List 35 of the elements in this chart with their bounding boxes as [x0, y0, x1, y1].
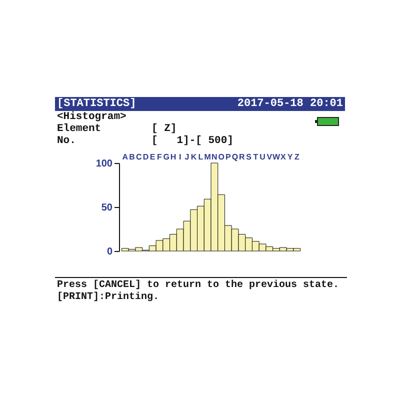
x-tick-label: P	[226, 152, 232, 162]
x-tick-label: T	[253, 152, 258, 162]
x-tick-label: I	[178, 152, 182, 162]
x-tick-label: L	[198, 152, 204, 162]
x-tick-label: M	[204, 152, 212, 162]
x-tick-label: Q	[232, 152, 238, 162]
x-tick-label: H	[170, 152, 176, 162]
x-tick-label: D	[142, 152, 149, 162]
x-tick-label: F	[157, 152, 162, 162]
chart-subtitle: 2017-05-18 20:01	[237, 97, 343, 111]
x-tick-label: V	[266, 152, 273, 162]
text: Press [CANCEL] to return to the previous state. [PRINT]:Printing.	[55, 277, 347, 304]
x-tick-label: B	[129, 152, 136, 162]
x-tick-label: E	[150, 152, 156, 162]
text: Element [ Z]	[56, 123, 178, 135]
text: No. [ 1]-[ 500]	[56, 135, 234, 147]
y-tick-label: 100	[96, 158, 113, 170]
x-tick-label: U	[260, 152, 266, 162]
chart-title: [STATISTICS]	[57, 97, 136, 111]
x-tick-label: W	[272, 152, 280, 162]
x-tick-label: K	[190, 152, 197, 162]
x-tick-label: C	[136, 152, 142, 162]
x-tick-label: O	[218, 152, 224, 162]
x-tick-label: Z	[294, 152, 300, 162]
x-tick-label: X	[280, 152, 286, 162]
x-tick-label: N	[212, 152, 218, 162]
x-tick-label: Y	[287, 152, 294, 162]
y-tick-label: 50	[101, 202, 113, 214]
x-tick-label: A	[122, 152, 128, 162]
x-tick-label: G	[163, 152, 170, 162]
text: <Histogram>	[56, 111, 128, 123]
x-tick-label: S	[246, 152, 252, 162]
x-tick-label: J	[184, 152, 190, 162]
x-tick-label: R	[239, 152, 246, 162]
y-tick-label: 0	[106, 246, 113, 258]
